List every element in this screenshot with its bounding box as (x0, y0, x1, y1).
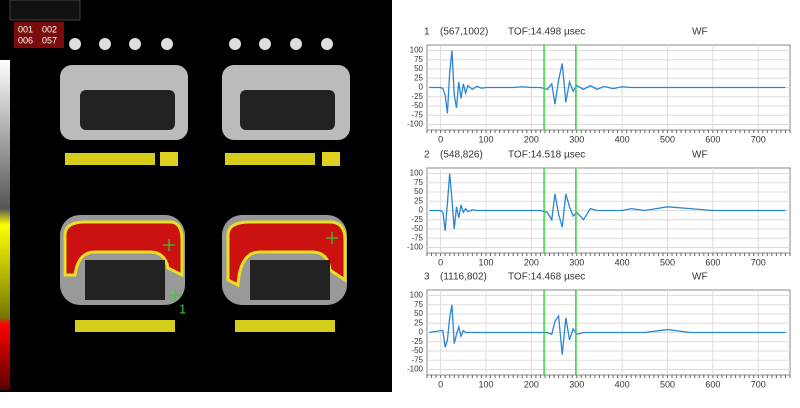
tof: TOF:14.518 µsec (508, 150, 585, 161)
y-tick-label: 0 (419, 83, 424, 92)
y-tick-label: 25 (414, 318, 423, 327)
x-tick-label: 300 (569, 134, 584, 144)
waveform (429, 50, 786, 114)
x-tick-label: 600 (705, 134, 720, 144)
position: (548,826) (440, 150, 483, 161)
scan-label: 006 (18, 35, 33, 45)
chart-index: 2 (424, 150, 430, 161)
x-tick-label: 700 (751, 379, 766, 389)
y-tick-label: 100 (410, 46, 424, 55)
y-tick-label: 100 (410, 291, 424, 300)
x-tick-label: 100 (478, 257, 493, 267)
x-tick-label: 300 (569, 379, 584, 389)
y-tick-label: -75 (411, 110, 423, 119)
y-tick-label: 0 (419, 328, 424, 337)
y-tick-label: 50 (414, 309, 423, 318)
x-tick-label: 400 (615, 257, 630, 267)
x-tick-label: 200 (524, 379, 539, 389)
x-tick-label: 300 (569, 257, 584, 267)
y-tick-label: 50 (414, 187, 423, 196)
x-tick-label: 100 (478, 379, 493, 389)
y-tick-label: -100 (407, 365, 424, 374)
y-tick-label: 50 (414, 64, 423, 73)
wf-label: WF (692, 150, 708, 161)
y-tick-label: -75 (411, 233, 423, 242)
chart-index: 3 (424, 272, 430, 283)
x-tick-label: 200 (524, 134, 539, 144)
x-tick-label: 400 (615, 134, 630, 144)
scan-label: 001 (18, 24, 33, 34)
scan-label: 002 (42, 24, 57, 34)
position: (567,1002) (440, 27, 488, 38)
y-tick-label: -25 (411, 92, 423, 101)
y-tick-label: -75 (411, 355, 423, 364)
x-tick-label: 400 (615, 379, 630, 389)
x-tick-label: 600 (705, 379, 720, 389)
chart-index: 1 (424, 27, 430, 38)
tof: TOF:14.498 µsec (508, 27, 585, 38)
x-tick-label: 700 (751, 134, 766, 144)
x-tick-label: 600 (705, 257, 720, 267)
wf-label: WF (692, 27, 708, 38)
scan-marker: 1 (179, 301, 186, 316)
y-tick-label: 75 (414, 300, 423, 309)
x-tick-label: 500 (660, 257, 675, 267)
x-tick-label: 0 (438, 379, 443, 389)
x-tick-label: 0 (438, 134, 443, 144)
y-tick-label: 100 (410, 169, 424, 178)
x-tick-label: 500 (660, 379, 675, 389)
position: (1116,802) (440, 272, 487, 283)
waveform (429, 173, 786, 231)
y-tick-label: 75 (414, 178, 423, 187)
x-tick-label: 0 (438, 257, 443, 267)
scan-label: 057 (42, 35, 57, 45)
y-tick-label: -25 (411, 337, 423, 346)
x-tick-label: 700 (751, 257, 766, 267)
scan-image (0, 0, 392, 392)
x-tick-label: 200 (524, 257, 539, 267)
tof: TOF:14.468 µsec (508, 272, 585, 283)
y-tick-label: 0 (419, 206, 424, 215)
y-tick-label: 75 (414, 55, 423, 64)
x-tick-label: 100 (478, 134, 493, 144)
y-tick-label: -50 (411, 101, 423, 110)
y-tick-label: 25 (414, 196, 423, 205)
y-tick-label: -25 (411, 215, 423, 224)
wf-label: WF (692, 272, 708, 283)
y-tick-label: -100 (407, 243, 424, 252)
waveform (429, 304, 786, 355)
y-tick-label: -50 (411, 224, 423, 233)
y-tick-label: -100 (407, 120, 424, 129)
x-tick-label: 500 (660, 134, 675, 144)
y-tick-label: 25 (414, 73, 423, 82)
y-tick-label: -50 (411, 346, 423, 355)
